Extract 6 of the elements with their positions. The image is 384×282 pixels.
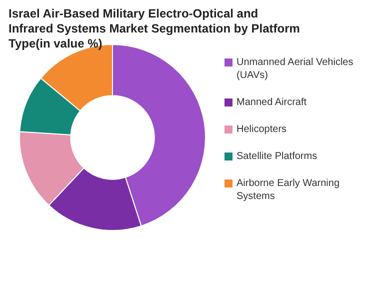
legend-label: Airborne Early Warning Systems xyxy=(236,178,340,202)
legend-label: Manned Aircraft xyxy=(236,97,307,108)
chart-title: Israel Air-Based Military Electro-Optical and Infrared Systems Market Segmentation by Platform Type(in value %) xyxy=(8,6,300,50)
legend-label: Unmanned Aerial Vehicles (UAVs) xyxy=(236,57,354,81)
legend-label: Satellite Platforms xyxy=(236,151,318,162)
legend-label: Helicopters xyxy=(236,124,287,135)
